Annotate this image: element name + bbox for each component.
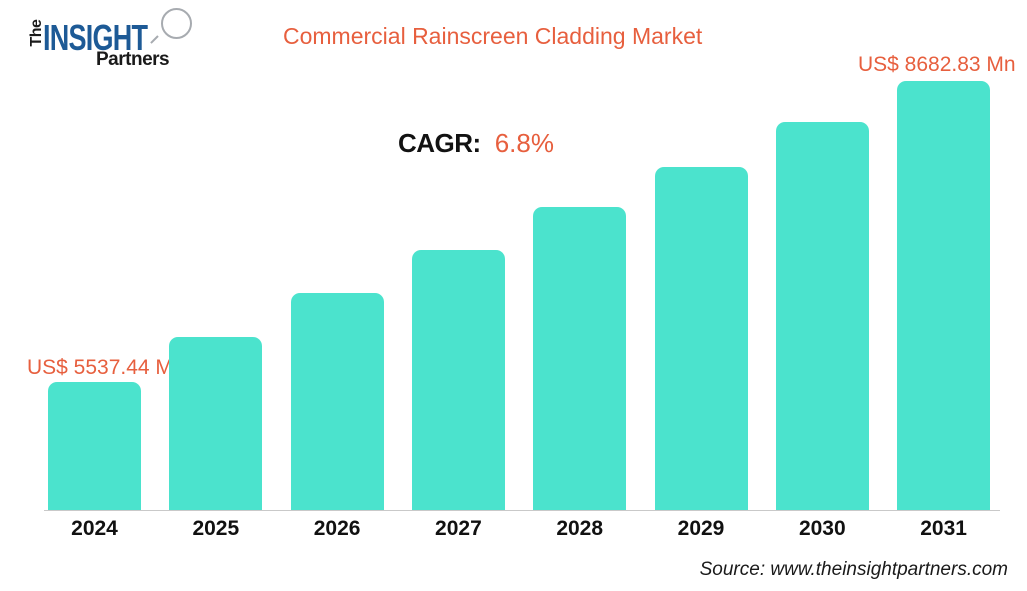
magnifier-handle-icon (150, 35, 159, 44)
bar-2024 (48, 382, 141, 510)
bar-2029 (654, 167, 748, 510)
chart-title: Commercial Rainscreen Cladding Market (283, 23, 703, 49)
cagr-value: 6.8% (494, 128, 554, 158)
x-tick-2030: 2030 (798, 517, 846, 540)
source-note: Source: www.theinsightpartners.com (699, 559, 1008, 580)
logo-word-insight: INSIGHT (43, 17, 148, 58)
cagr-annotation: CAGR: 6.8% (398, 128, 554, 159)
x-tick-2031: 2031 (920, 517, 967, 540)
bar-2025 (169, 337, 263, 510)
first-bar-value-label: US$ 5537.44 Mn (27, 356, 185, 379)
company-logo: The INSIGHT Partners (28, 6, 208, 74)
x-tick-2029: 2029 (677, 517, 725, 540)
bar-2026 (290, 293, 384, 510)
bar-2027 (411, 250, 505, 510)
bar-2030 (775, 122, 869, 510)
x-tick-2028: 2028 (556, 517, 604, 540)
x-tick-2025: 2025 (192, 517, 240, 540)
last-bar-value-label: US$ 8682.83 Mn (858, 53, 1016, 76)
magnifier-icon (161, 8, 192, 39)
x-tick-2027: 2027 (435, 517, 482, 540)
logo-word-partners: Partners (96, 49, 170, 70)
cagr-label: CAGR: (398, 128, 481, 158)
bar-2031 (897, 81, 991, 510)
x-axis-line (44, 510, 1000, 511)
x-tick-2026: 2026 (313, 517, 361, 540)
x-tick-2024: 2024 (71, 517, 118, 540)
bar-2028 (533, 207, 627, 510)
